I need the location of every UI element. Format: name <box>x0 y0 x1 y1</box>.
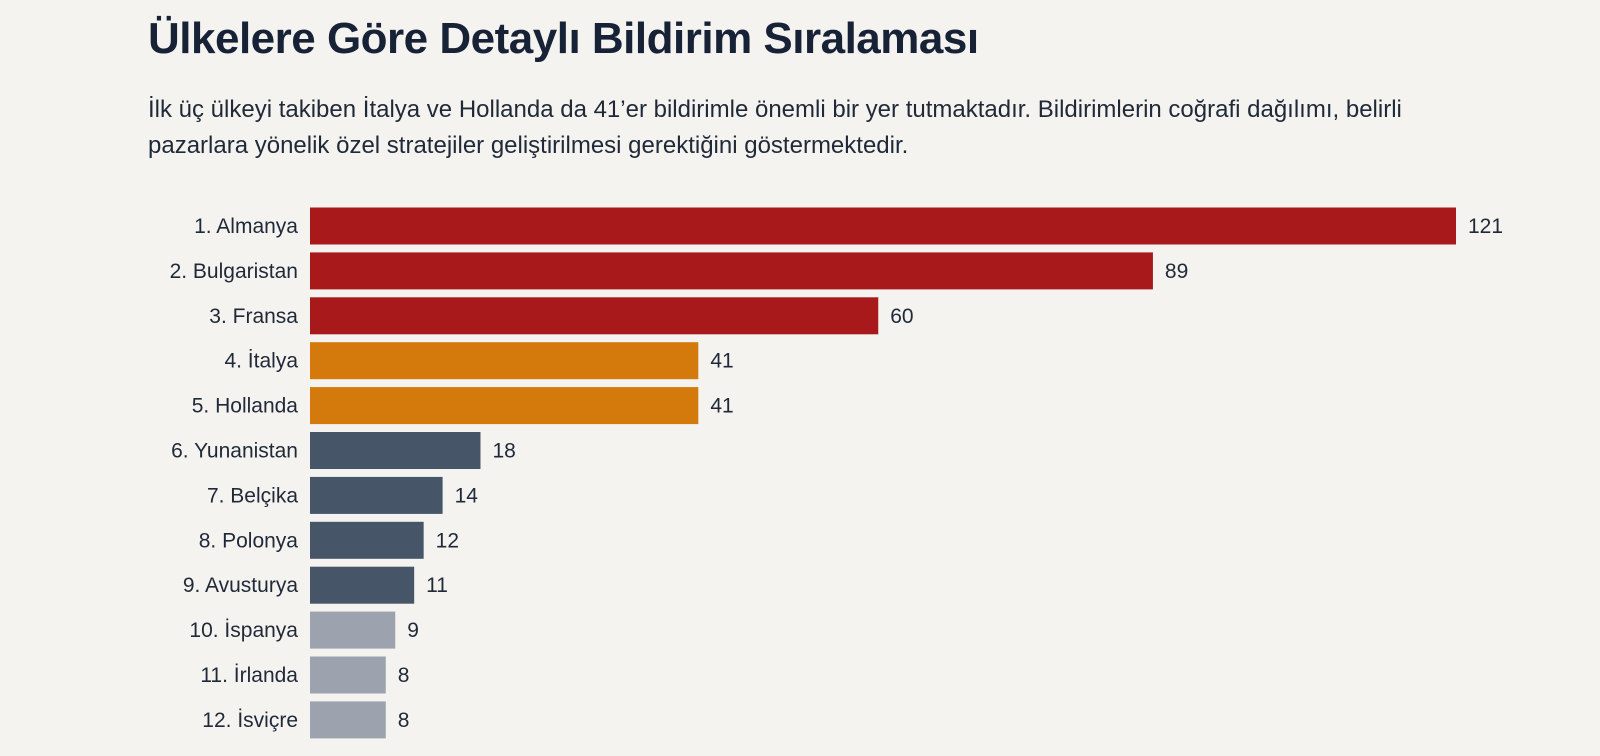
category-label: 2. Bulgaristan <box>170 260 298 283</box>
bar <box>310 566 415 604</box>
value-label: 8 <box>398 709 410 732</box>
bar-row: 9. Avusturya 11 <box>183 566 448 604</box>
value-label: 9 <box>407 619 419 642</box>
bar <box>310 521 424 559</box>
bar-row: 1. Almanya 121 <box>194 207 1503 245</box>
bar <box>310 476 443 514</box>
category-label: 12. İsviçre <box>202 709 298 732</box>
chart-subtitle: İlk üç ülkeyi takiben İtalya ve Hollanda… <box>148 96 1402 159</box>
bar <box>310 207 1456 245</box>
bar-row: 3. Fransa 60 <box>209 297 914 335</box>
category-label: 7. Belçika <box>207 484 298 507</box>
category-label: 10. İspanya <box>189 619 298 642</box>
category-label: 4. İtalya <box>224 350 298 373</box>
value-label: 89 <box>1165 260 1188 283</box>
value-label: 60 <box>890 305 913 328</box>
bar-row: 7. Belçika 14 <box>207 476 479 514</box>
value-label: 121 <box>1468 215 1503 238</box>
category-label: 5. Hollanda <box>192 395 299 418</box>
bar-row: 6. Yunanistan 18 <box>171 432 516 469</box>
bar-row: 8. Polonya 12 <box>199 521 459 559</box>
value-label: 11 <box>426 574 448 597</box>
chart-title: Ülkelere Göre Detaylı Bildirim Sıralamas… <box>148 14 979 63</box>
category-label: 9. Avusturya <box>183 574 299 597</box>
category-label: 1. Almanya <box>194 215 298 238</box>
bar-row: 4. İtalya 41 <box>224 342 734 380</box>
bar <box>310 252 1153 290</box>
bar <box>310 342 699 380</box>
bar-row: 5. Hollanda 41 <box>192 387 734 425</box>
bar <box>310 656 386 694</box>
bar-row: 10. İspanya 9 <box>189 611 419 649</box>
bar-row: 11. İrlanda 8 <box>200 656 410 694</box>
bar <box>310 611 396 649</box>
category-label: 11. İrlanda <box>200 664 298 687</box>
value-label: 8 <box>398 664 410 687</box>
bar <box>310 701 386 739</box>
value-label: 41 <box>710 395 733 418</box>
bar-row: 12. İsviçre 8 <box>202 701 410 739</box>
value-label: 41 <box>710 350 733 373</box>
category-label: 8. Polonya <box>199 529 299 552</box>
bar <box>310 297 879 335</box>
bar <box>310 432 481 469</box>
value-label: 18 <box>492 440 515 463</box>
category-label: 6. Yunanistan <box>171 440 298 463</box>
category-label: 3. Fransa <box>209 305 298 328</box>
value-label: 12 <box>436 529 459 552</box>
bar-row: 2. Bulgaristan 89 <box>170 252 1188 290</box>
bar <box>310 387 699 425</box>
value-label: 14 <box>455 484 479 507</box>
